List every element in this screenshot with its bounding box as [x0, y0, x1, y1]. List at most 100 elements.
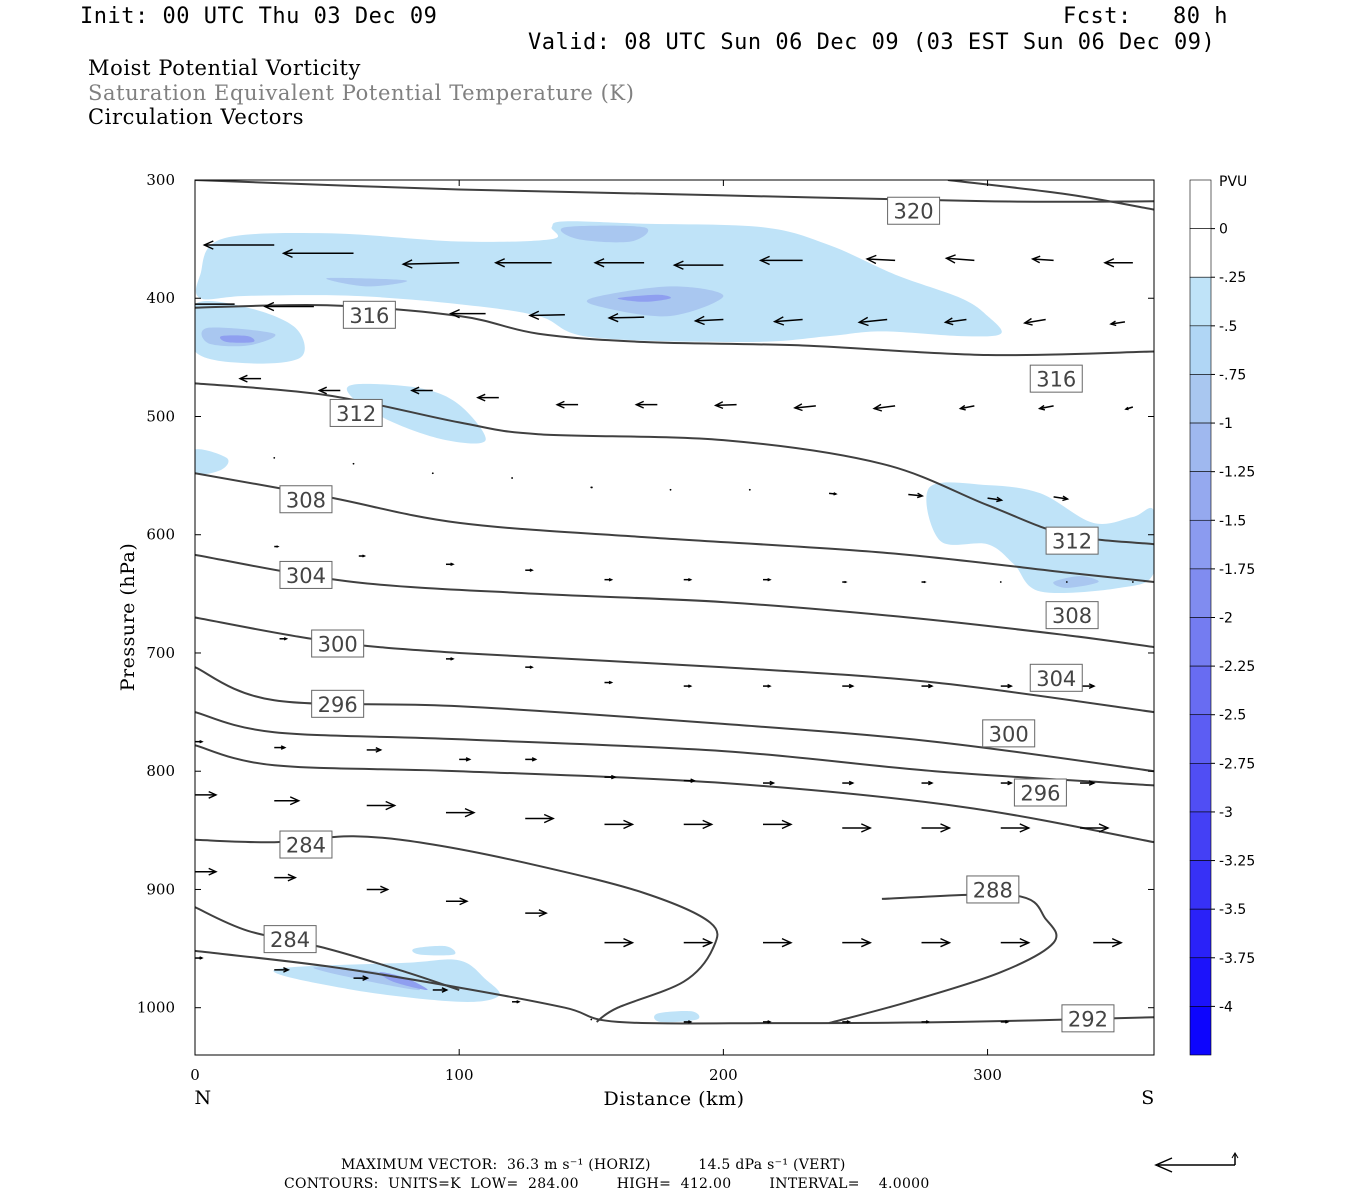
circulation-vector — [1080, 780, 1096, 786]
circulation-vector — [1093, 937, 1123, 948]
contour-label: 304 — [286, 564, 326, 588]
pv-fill-region — [560, 225, 649, 243]
contour-label-box — [329, 398, 383, 427]
circulation-vector — [857, 316, 888, 327]
circulation-vector — [445, 562, 455, 567]
pv-fill-region — [412, 945, 456, 956]
circulation-vector — [713, 401, 737, 410]
circulation-vector — [683, 577, 693, 582]
circulation-vector — [366, 747, 383, 753]
contour-label: 320 — [894, 200, 934, 224]
circulation-vector — [1131, 581, 1134, 583]
circulation-vector — [693, 315, 724, 326]
circulation-vector — [274, 873, 298, 882]
circulation-vector — [772, 316, 803, 326]
y-tick-label: 500 — [146, 407, 175, 425]
circulation-vector — [273, 456, 276, 459]
circulation-vector — [921, 937, 952, 948]
circulation-vector — [604, 819, 635, 830]
circulation-vector — [763, 1020, 772, 1024]
circulation-vector — [763, 819, 793, 830]
circulation-vector — [604, 680, 614, 685]
colorbar-unit: PVU — [1219, 174, 1247, 190]
contour-label-box — [311, 629, 365, 658]
contour-label: 288 — [973, 878, 1013, 902]
colorbar-swatch — [1189, 665, 1212, 716]
circulation-vector — [525, 813, 555, 824]
x-tick-label: 200 — [709, 1066, 738, 1084]
y-tick-label: 1000 — [137, 999, 175, 1017]
circulation-vector — [872, 403, 896, 412]
circulation-vector — [683, 684, 693, 688]
colorbar-swatch — [1189, 908, 1212, 959]
colorbar-swatch — [1189, 471, 1212, 521]
pv-fill-region — [219, 335, 255, 343]
colorbar-label: -3.25 — [1219, 854, 1255, 870]
circulation-vector — [683, 778, 696, 783]
field-title-theta-es: Saturation Equivalent Potential Temperat… — [88, 81, 635, 105]
circulation-vector — [683, 1020, 693, 1024]
circulation-vector — [921, 780, 934, 786]
circulation-vector — [445, 807, 476, 818]
circulation-vector — [432, 987, 449, 993]
colorbar-label: -3.75 — [1219, 951, 1255, 967]
colorbar-swatch — [1189, 179, 1212, 229]
circulation-vector — [493, 258, 552, 268]
theta-es-contour — [195, 949, 1154, 1025]
circulation-vector — [274, 796, 301, 806]
contour-label: 316 — [1036, 368, 1076, 392]
pv-fill-region — [617, 294, 671, 302]
circulation-vector — [279, 637, 289, 641]
theta-es-contour — [195, 180, 1154, 203]
theta-es-contour — [195, 666, 1154, 773]
colorbar-label: -3 — [1219, 805, 1233, 821]
circulation-vector — [634, 400, 658, 409]
contour-label: 296 — [1020, 782, 1060, 806]
theta-es-contour — [947, 180, 1154, 211]
circulation-vector — [842, 683, 855, 689]
circulation-vector — [683, 937, 714, 948]
circulation-vector — [748, 488, 751, 491]
theta-es-contour — [195, 744, 1154, 844]
contour-label: 308 — [286, 488, 326, 512]
circulation-vector — [604, 577, 614, 582]
circulation-vector — [908, 492, 925, 499]
circulation-vector — [1000, 683, 1014, 689]
contour-label-box — [887, 196, 941, 225]
circulation-vector — [401, 259, 460, 269]
contour-label-box — [342, 300, 396, 329]
y-tick-label: 800 — [146, 762, 175, 780]
valid-time: Valid: 08 UTC Sun 06 Dec 09 (03 EST Sun … — [528, 30, 1216, 55]
circulation-vector — [590, 1018, 593, 1021]
colorbar-swatch — [1189, 228, 1212, 278]
colorbar-swatch — [1189, 374, 1212, 424]
contour-label: 304 — [1036, 667, 1076, 691]
circulation-vector — [512, 1000, 521, 1004]
circulation-vector — [476, 393, 499, 402]
circulation-vector — [1124, 406, 1134, 411]
contour-label-box — [279, 560, 333, 589]
contour-label-box — [311, 689, 365, 718]
circulation-vector — [921, 580, 927, 584]
field-title-pv: Moist Potential Vorticity — [88, 56, 361, 80]
contour-label: 300 — [989, 722, 1029, 746]
contour-label-box — [279, 485, 333, 514]
x-axis-label: Distance (km) — [603, 1088, 744, 1110]
circulation-vector — [202, 240, 275, 250]
contour-label-box — [1029, 364, 1083, 393]
south-label: S — [1141, 1087, 1155, 1109]
circulation-vector — [125, 241, 195, 249]
contour-label: 284 — [286, 834, 326, 858]
circulation-vector — [944, 254, 975, 264]
circulation-vector — [921, 1020, 931, 1024]
circulation-vector — [263, 301, 314, 312]
circulation-vector — [274, 545, 280, 548]
circulation-vector — [763, 780, 776, 786]
colorbar-swatch — [1189, 276, 1212, 327]
circulation-vector — [445, 657, 455, 661]
contour-label: 292 — [1068, 1007, 1108, 1031]
pv-fill-region — [326, 277, 408, 287]
circulation-vector — [1000, 937, 1031, 948]
circulation-vector — [317, 386, 341, 395]
